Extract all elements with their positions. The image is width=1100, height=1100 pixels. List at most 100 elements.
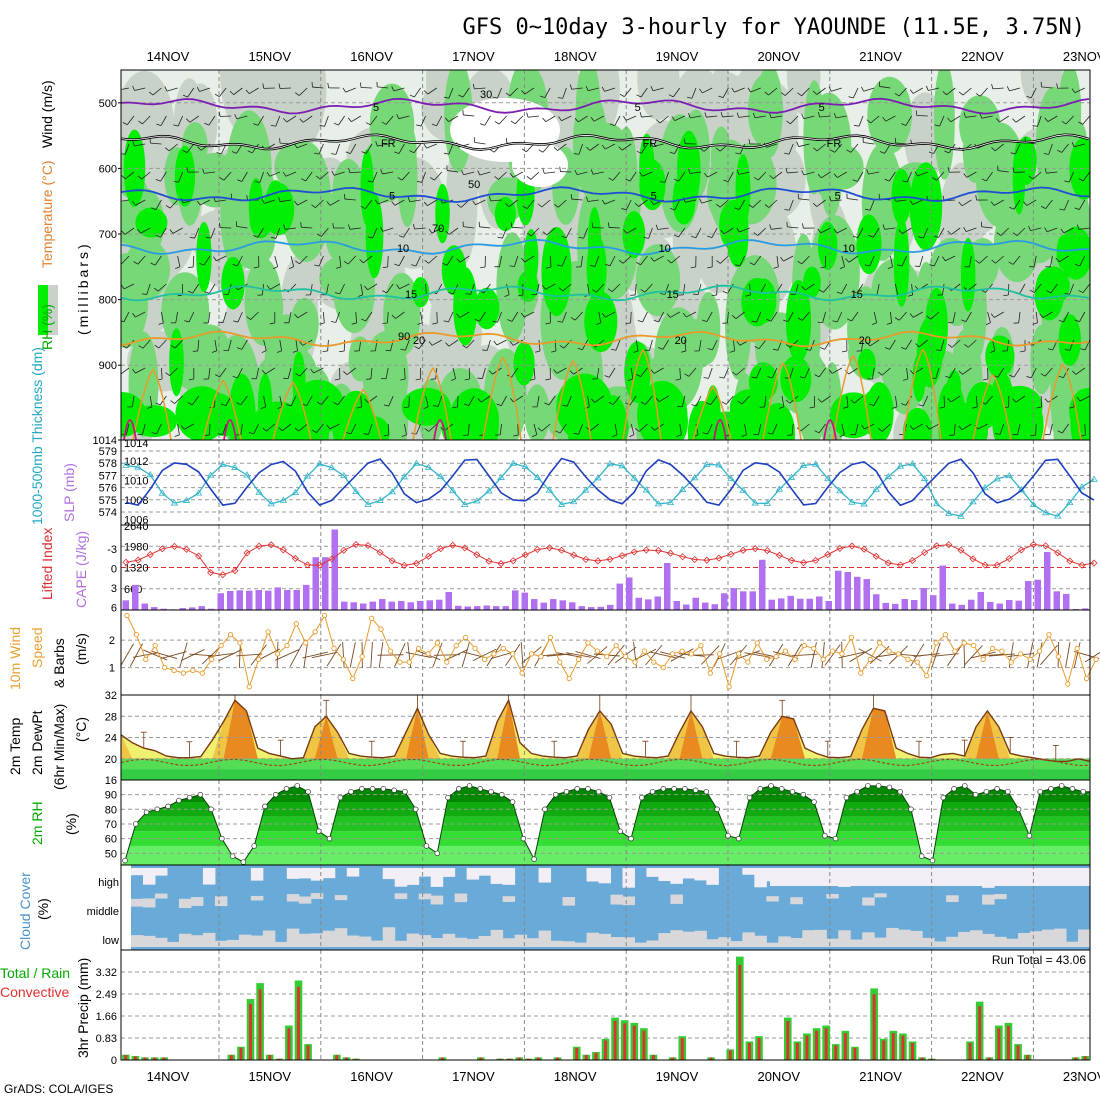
wind-barb-flag (505, 203, 510, 207)
cloud-low-cell (682, 931, 695, 947)
wind-barb-flag (852, 290, 858, 294)
thickness-marker (521, 462, 530, 470)
wind-barb-10m (180, 649, 205, 661)
rh-marker (875, 783, 882, 789)
wind-barb-flag (361, 318, 366, 322)
wind-barb (557, 143, 567, 151)
wind-barb-flag (236, 347, 242, 350)
wind-barb (367, 283, 378, 291)
cloud-low-cell (1030, 931, 1043, 947)
rh-marker (272, 791, 279, 798)
wind-barb (1035, 423, 1037, 436)
wind-barb-flag (769, 224, 772, 230)
cape-bar (987, 601, 994, 610)
wind-barb (640, 87, 648, 98)
wind-barb-flag (537, 203, 542, 208)
precip-convective-bar (517, 1057, 521, 1060)
cape-bar (407, 602, 414, 610)
wind-barb (917, 171, 928, 177)
wind-barb (544, 171, 556, 174)
wind-barb (349, 171, 361, 174)
wind-barb-flag (174, 434, 180, 437)
cape-tick: 1320 (124, 563, 148, 575)
wind-barb (664, 171, 669, 183)
cape-bar (977, 591, 984, 610)
wind-barb-flag (995, 433, 1001, 435)
wind-barb-flag (211, 350, 217, 353)
rh-marker (143, 809, 150, 815)
wind-barb-flag (424, 428, 429, 432)
wind-barb (612, 395, 621, 405)
wind-speed-marker (463, 634, 469, 641)
lifted-index-marker (424, 552, 433, 560)
cloud-high-cell (466, 868, 480, 880)
wind-barb-flag (828, 86, 832, 92)
thickness-marker (618, 462, 626, 469)
rh-marker (326, 835, 333, 842)
date-axis-top: 14NOV 15NOV 16NOV 17NOV 18NOV 19NOV 20NOV 21NOV… (147, 49, 1100, 64)
wind-barb-flag (283, 118, 288, 123)
isotherm-label: 5 (389, 191, 395, 203)
cape-bar (759, 559, 766, 610)
wind-speed-marker (190, 667, 196, 673)
wind-barb (798, 198, 810, 201)
thickness-line (125, 462, 1095, 518)
wind-barb-10m (787, 643, 803, 667)
lifted-index-marker (1090, 559, 1098, 567)
rh-marker (251, 843, 257, 849)
wind-barb (394, 199, 405, 206)
rh-blob-bright (360, 149, 374, 227)
precip-convective-bar (1007, 1025, 1010, 1060)
wind-barb-flag (397, 177, 403, 181)
wind-barb (385, 115, 394, 125)
wind-barb (299, 255, 308, 265)
wind-barb-flag (1071, 88, 1076, 93)
wind-barb-flag (1009, 374, 1015, 378)
wind-barb-flag (1010, 152, 1016, 155)
wind-barb-flag (348, 167, 351, 173)
rh-blob-mid (881, 305, 903, 401)
wind-barb-flag (707, 348, 713, 351)
wind-barb-flag (585, 85, 589, 91)
wind-barb (659, 115, 669, 124)
wind-barb (526, 199, 535, 209)
wind-barb (738, 199, 745, 210)
wind-barb (895, 142, 907, 145)
wind-barb-flag (784, 152, 790, 155)
wind-barb (368, 423, 373, 435)
wind-barb-flag (121, 284, 125, 290)
wind-barb (236, 115, 248, 120)
wind-barb-flag (394, 151, 400, 154)
wind-barb-10m (433, 654, 460, 656)
wind-barb (587, 283, 590, 295)
rh-marker (197, 791, 204, 798)
wind-barb (884, 227, 896, 230)
thickness-marker (557, 500, 566, 507)
cape-bar (284, 590, 291, 610)
wind-barb (999, 423, 1005, 435)
wind-barb-flag (526, 112, 529, 118)
wind-barb-flag (1030, 434, 1036, 436)
wind-barb (906, 171, 912, 183)
wind-barb-flag (780, 92, 786, 96)
wind-barb (388, 395, 394, 407)
thickness-marker (739, 486, 747, 493)
wind-speed-marker (331, 645, 337, 652)
wind-barb-flag (1074, 207, 1080, 210)
wind-barb-flag (443, 96, 449, 99)
wind-barb-flag (351, 322, 357, 325)
precip-convective-bar (891, 1033, 895, 1060)
cloud-mid-cell (131, 898, 144, 907)
wind-barb (1000, 227, 1010, 236)
wind-barb (987, 311, 991, 323)
rh-marker (262, 803, 268, 810)
rh-blob-bright (622, 211, 646, 259)
thickness-marker (1090, 475, 1098, 482)
wind-barb-flag (573, 432, 579, 435)
wind-speed-marker (952, 648, 958, 654)
wind-barb-flag (444, 117, 449, 122)
wind-barb (160, 171, 167, 182)
wind-barb-10m (979, 653, 1006, 657)
lifted-index-marker (340, 546, 348, 554)
